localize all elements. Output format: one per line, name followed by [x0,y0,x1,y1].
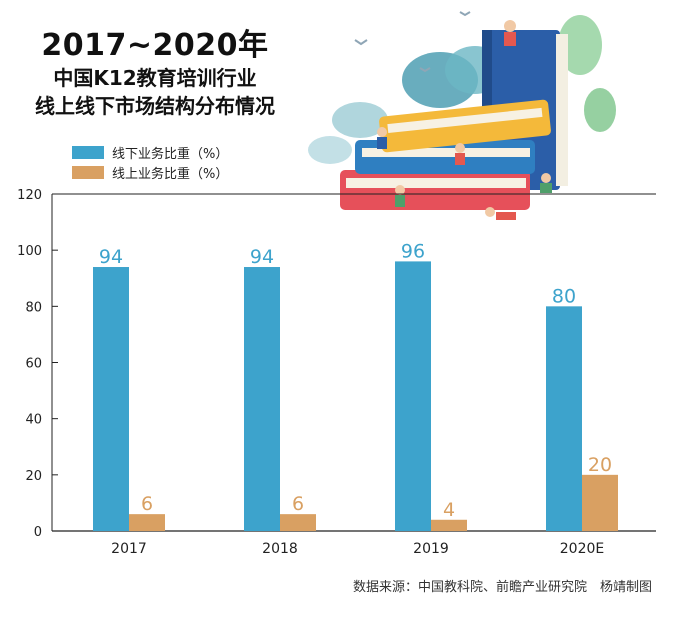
source-note: 数据来源：中国教科院、前瞻产业研究院 杨靖制图 [352,580,652,595]
legend-label-offline: 线下业务比重（%） [112,146,229,162]
data-label-offline: 96 [401,240,425,262]
data-label-online: 20 [588,454,612,476]
bar-offline [395,261,431,531]
legend-swatch-online [72,165,104,179]
x-tick-label: 2020E [560,541,604,557]
bar-offline [93,267,129,531]
data-label-online: 6 [292,493,304,515]
chart-title: 2017~2020年 [41,28,269,63]
bar-offline [244,267,280,531]
legend-item-online: 线上业务比重（%） [72,162,228,182]
y-tick-label: 0 [34,525,42,540]
legend-swatch-offline [72,145,104,159]
legend-item-offline: 线下业务比重（%） [72,142,228,162]
y-tick-label: 40 [25,413,42,428]
bar-online [582,474,618,531]
bar-online [431,519,467,531]
data-label-online: 6 [141,493,153,515]
books-illustration-icon [308,11,616,220]
data-label-online: 4 [443,499,455,521]
y-tick-label: 100 [17,244,42,259]
y-tick-label: 80 [25,300,42,315]
title-block: 2017~2020年 中国K12教育培训行业 线上线下市场结构分布情况 [0,28,310,120]
data-label-offline: 94 [250,246,274,268]
x-tick-label: 2017 [111,541,147,557]
y-tick-label: 20 [25,469,42,484]
data-label-offline: 94 [99,246,123,268]
y-tick-label: 60 [25,357,42,372]
bar-offline [546,306,582,531]
bar-online [280,514,316,531]
chart-subtitle-line-1: 中国K12教育培训行业 [53,66,257,90]
x-tick-label: 2018 [262,541,298,557]
legend: 线下业务比重（%） 线上业务比重（%） [72,142,228,182]
bar-online [129,514,165,531]
data-label-offline: 80 [552,285,576,307]
chart-subtitle-line-2: 线上线下市场结构分布情况 [35,94,275,118]
x-tick-label: 2019 [413,541,449,557]
legend-label-online: 线上业务比重（%） [112,166,229,182]
y-tick-label: 120 [17,188,42,203]
